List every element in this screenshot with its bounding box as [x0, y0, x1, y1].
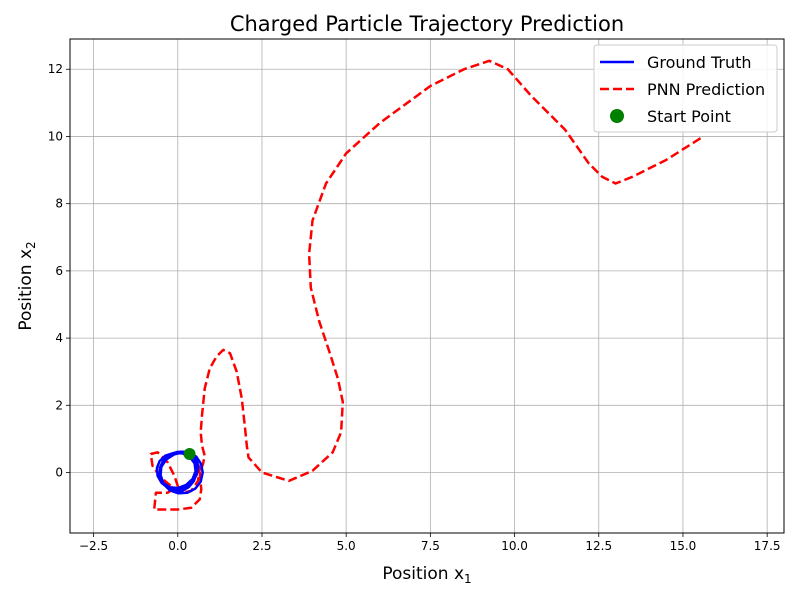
legend-marker-start-point [610, 109, 624, 123]
plot-frame [69, 38, 785, 534]
x-tick-label: 15.0 [670, 539, 697, 553]
chart-title: Charged Particle Trajectory Prediction [230, 12, 624, 36]
x-tick-label: 12.5 [585, 539, 612, 553]
x-tick-label: −2.5 [79, 539, 108, 553]
x-tick-label: 5.0 [337, 539, 356, 553]
y-tick-label: 8 [55, 197, 63, 211]
y-tick-label: 0 [55, 466, 63, 480]
legend-label: Ground Truth [647, 53, 752, 72]
y-axis-title: Position x2 [16, 241, 38, 330]
y-axis-label-subscript: 2 [24, 241, 38, 249]
start-point-marker [183, 448, 196, 461]
x-tick-label: 17.5 [754, 539, 781, 553]
x-axis-label: Position x [382, 564, 464, 584]
y-tick-label: 4 [55, 331, 63, 345]
x-tick-label: 2.5 [252, 539, 271, 553]
plot-area [149, 59, 704, 511]
y-tick-label: 12 [48, 62, 63, 76]
y-axis-ticks: 0 2 4 6 8 10 12 [48, 62, 70, 480]
y-tick-label: 2 [55, 398, 63, 412]
legend: Ground Truth PNN Prediction Start Point [593, 44, 778, 133]
x-tick-label: 0.0 [168, 539, 187, 553]
legend-label: PNN Prediction [647, 80, 765, 99]
legend-label: Start Point [647, 107, 731, 126]
y-tick-label: 6 [55, 264, 63, 278]
x-tick-label: 7.5 [421, 539, 440, 553]
x-axis-label-subscript: 1 [464, 572, 472, 586]
x-axis-title: Position x1 [382, 564, 471, 586]
y-tick-label: 10 [48, 129, 63, 143]
legend-box [593, 44, 778, 133]
x-axis-ticks: −2.5 0.0 2.5 5.0 7.5 10.0 12.5 15.0 17.5 [79, 533, 781, 553]
y-axis-label: Position x [16, 249, 36, 331]
x-tick-label: 10.0 [501, 539, 528, 553]
